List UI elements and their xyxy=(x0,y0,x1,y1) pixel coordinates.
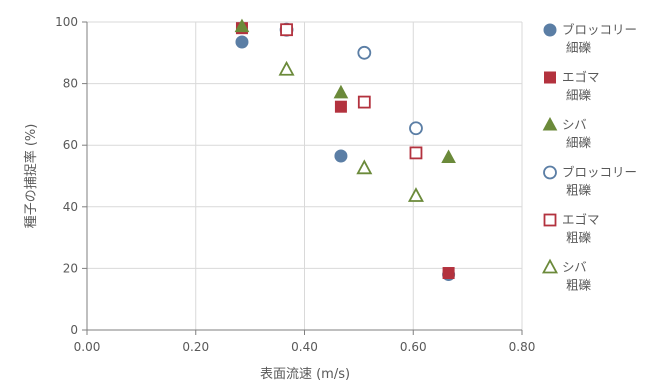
legend-label: エゴマ xyxy=(562,70,600,85)
data-point xyxy=(442,267,455,280)
legend-marker xyxy=(541,258,559,274)
legend-label: 粗礫 xyxy=(566,230,592,245)
legend-marker xyxy=(543,213,557,227)
legend-label: 細礫 xyxy=(566,135,592,150)
x-tick-label: 0.00 xyxy=(74,340,101,354)
data-points xyxy=(234,18,456,282)
legend-label: ブロッコリー xyxy=(562,165,637,180)
legend-marker xyxy=(543,165,557,180)
y-tick-label: 20 xyxy=(63,261,78,275)
x-tick-label: 0.60 xyxy=(400,340,427,354)
data-point xyxy=(409,121,423,136)
legend-marker xyxy=(543,23,557,37)
y-tick-label: 0 xyxy=(70,323,78,337)
axes xyxy=(82,21,523,335)
legend-label: 粗礫 xyxy=(566,183,592,198)
legend-label: シバ xyxy=(562,260,587,275)
legend-label: 細礫 xyxy=(566,40,592,55)
data-point xyxy=(407,187,424,202)
y-tick-label: 40 xyxy=(63,200,78,214)
x-tick-label: 0.40 xyxy=(291,340,318,354)
data-point xyxy=(334,100,347,113)
data-point xyxy=(356,159,373,175)
data-point xyxy=(441,149,456,164)
legend-label: エゴマ xyxy=(562,212,600,227)
data-point xyxy=(235,35,249,49)
y-axis-title: 種子の捕捉率 (%) xyxy=(23,124,39,229)
legend-label: シバ xyxy=(562,117,587,132)
data-point xyxy=(280,23,293,37)
legend-label: 細礫 xyxy=(566,88,592,103)
tick-labels: 0 20 40 60 80 100 0.00 0.20 0.40 0.60 0.80 xyxy=(55,15,535,354)
legend-marker xyxy=(542,116,558,131)
legend-label: 粗礫 xyxy=(566,278,592,293)
data-point xyxy=(357,95,371,109)
data-point xyxy=(333,84,349,99)
x-axis-title: 表面流速 (m/s) xyxy=(260,367,350,382)
y-tick-label: 80 xyxy=(63,77,78,91)
data-point xyxy=(234,18,250,33)
data-point xyxy=(357,45,372,60)
x-tick-label: 0.80 xyxy=(509,340,536,354)
data-point xyxy=(409,146,423,160)
y-tick-label: 100 xyxy=(55,15,78,29)
legend-label: ブロッコリー xyxy=(562,22,637,37)
x-tick-label: 0.20 xyxy=(182,340,209,354)
data-point xyxy=(278,60,295,76)
y-tick-label: 60 xyxy=(63,138,78,152)
legend-marker xyxy=(544,71,556,84)
data-point xyxy=(334,149,348,163)
grid-lines xyxy=(87,21,523,330)
